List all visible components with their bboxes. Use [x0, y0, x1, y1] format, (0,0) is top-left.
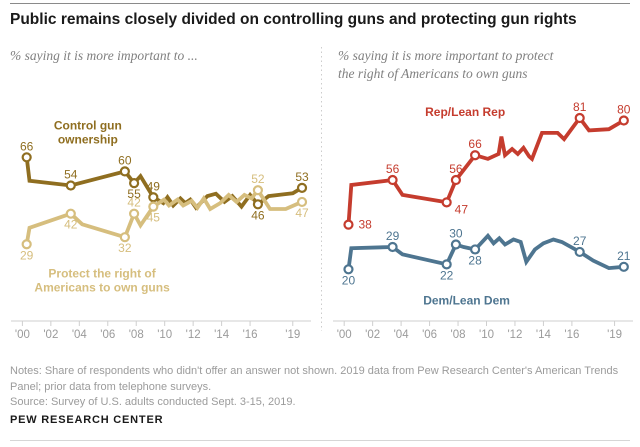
data-point-marker-rep-lean-rep	[450, 174, 462, 186]
data-point-label-control-gun-ownership: 60	[118, 153, 132, 167]
data-point-label-dem-lean-dem: 21	[617, 249, 631, 263]
x-axis-tick-label: '19	[607, 329, 622, 341]
data-point-marker-control-gun-ownership	[252, 199, 264, 210]
left-subtitle-line: % saying it is more important to ...	[10, 48, 198, 63]
notes-line-2: Panel; prior data from telephone surveys…	[10, 380, 212, 393]
data-point-marker-dem-lean-dem	[450, 239, 462, 250]
data-point-label-control-gun-ownership: 54	[64, 168, 78, 182]
data-point-label-dem-lean-dem: 22	[440, 268, 454, 282]
data-point-marker-protect-the-right-of-americans-to-own-guns	[296, 196, 308, 208]
chart-panel-left: '00 '02 '04 '06 '08 '10 '12 '14 '16 '19 66 54 60 55 49…	[11, 119, 311, 341]
data-point-label-dem-lean-dem: 28	[468, 253, 482, 267]
chart-notes: Notes: Share of respondents who didn't o…	[10, 364, 634, 395]
data-point-marker-rep-lean-rep	[618, 115, 629, 126]
data-point-marker-rep-lean-rep	[387, 174, 398, 186]
x-axis-tick-label: '16	[243, 329, 258, 341]
left-panel-subtitle: % saying it is more important to ...	[10, 47, 310, 65]
data-point-label-dem-lean-dem: 20	[342, 273, 356, 287]
data-point-marker-protect-the-right-of-americans-to-own-guns	[148, 201, 159, 212]
x-axis-tick-label: '14	[536, 329, 552, 341]
data-point-label-rep-lean-rep: 80	[617, 103, 631, 117]
x-axis-tick-label: '16	[564, 329, 579, 341]
data-point-label-protect-the-right-of-americans-to-own-guns: 32	[118, 241, 132, 255]
data-point-marker-rep-lean-rep	[574, 112, 585, 124]
data-point-label-rep-lean-rep: 81	[573, 100, 587, 114]
series-name-label-rep-lean-rep: Rep/Lean Rep	[425, 105, 505, 119]
data-point-label-protect-the-right-of-americans-to-own-guns: 45	[147, 211, 161, 225]
data-point-label-rep-lean-rep: 56	[449, 162, 463, 176]
data-point-marker-rep-lean-rep	[343, 219, 354, 230]
top-rule	[10, 3, 630, 4]
data-point-label-control-gun-ownership: 53	[295, 170, 309, 184]
data-point-marker-control-gun-ownership	[119, 166, 130, 177]
x-axis-tick-label: '10	[479, 329, 494, 341]
data-point-label-control-gun-ownership: 49	[147, 179, 161, 193]
x-axis-tick-label: '06	[100, 329, 115, 341]
data-point-marker-dem-lean-dem	[574, 246, 585, 258]
data-point-label-dem-lean-dem: 27	[573, 234, 587, 248]
data-point-marker-dem-lean-dem	[618, 261, 629, 272]
data-point-marker-protect-the-right-of-americans-to-own-guns	[129, 208, 140, 219]
chart-title: Public remains closely divided on contro…	[10, 11, 577, 28]
x-axis-tick-label: '02	[43, 329, 58, 341]
data-point-label-protect-the-right-of-americans-to-own-guns: 42	[64, 218, 78, 232]
data-point-marker-dem-lean-dem	[387, 241, 398, 253]
data-point-label-rep-lean-rep: 38	[358, 218, 372, 232]
data-point-label-control-gun-ownership: 66	[20, 139, 34, 153]
x-axis-tick-label: '00	[15, 329, 30, 341]
notes-line-1: Notes: Share of respondents who didn't o…	[10, 365, 619, 377]
data-point-label-dem-lean-dem: 30	[449, 227, 463, 241]
right-subtitle-line-1: % saying it is more important to protect	[338, 48, 554, 63]
x-axis-tick-label: '12	[186, 329, 201, 341]
data-point-label-control-gun-ownership: 46	[251, 208, 265, 222]
data-point-marker-control-gun-ownership	[21, 152, 32, 163]
series-name-label-dem-lean-dem: Dem/Lean Dem	[423, 293, 510, 307]
x-axis-tick-label: '08	[129, 329, 144, 341]
x-axis-tick-label: '00	[337, 329, 352, 341]
x-axis-tick-label: '04	[72, 329, 88, 341]
data-point-label-protect-the-right-of-americans-to-own-guns: 52	[251, 172, 265, 186]
chart-source: Source: Survey of U.S. adults conducted …	[10, 396, 296, 408]
series-name-label-protect-the-right-of-americans-to-own-guns: Protect the right of Americans to own gun…	[34, 267, 170, 295]
data-point-marker-control-gun-ownership	[65, 180, 76, 191]
data-point-marker-control-gun-ownership	[129, 178, 140, 189]
series-line-dem-lean-dem	[346, 232, 624, 271]
data-point-marker-control-gun-ownership	[148, 192, 159, 203]
x-axis-tick-label: '14	[214, 329, 230, 341]
data-point-marker-protect-the-right-of-americans-to-own-guns	[252, 185, 264, 196]
series-name-label-control-gun-ownership: Control gun ownership	[54, 119, 122, 147]
data-point-marker-dem-lean-dem	[441, 259, 452, 270]
series-line-rep-lean-rep	[346, 114, 625, 225]
data-point-label-protect-the-right-of-americans-to-own-guns: 29	[20, 248, 34, 262]
right-panel-subtitle: % saying it is more important to protect…	[338, 47, 628, 83]
data-point-marker-rep-lean-rep	[470, 150, 481, 161]
data-point-label-control-gun-ownership: 55	[127, 187, 141, 201]
data-point-label-rep-lean-rep: 66	[468, 137, 482, 151]
data-point-label-protect-the-right-of-americans-to-own-guns: 47	[295, 206, 309, 220]
x-axis-tick-label: '08	[451, 329, 466, 341]
data-point-label-rep-lean-rep: 47	[455, 202, 469, 216]
x-axis-tick-label: '04	[394, 329, 410, 341]
x-axis-tick-label: '06	[422, 329, 437, 341]
data-point-marker-dem-lean-dem	[343, 264, 354, 275]
data-point-marker-protect-the-right-of-americans-to-own-guns	[65, 208, 76, 219]
data-point-marker-rep-lean-rep	[441, 197, 452, 208]
data-point-marker-control-gun-ownership	[296, 182, 308, 193]
data-point-label-protect-the-right-of-americans-to-own-guns: 42	[127, 196, 141, 210]
data-point-label-rep-lean-rep: 56	[386, 162, 400, 176]
data-point-label-dem-lean-dem: 29	[386, 229, 400, 243]
data-point-marker-dem-lean-dem	[470, 244, 481, 255]
x-axis-tick-label: '19	[285, 329, 300, 341]
data-point-marker-protect-the-right-of-americans-to-own-guns	[119, 232, 130, 243]
chart-panel-right: '00 '02 '04 '06 '08 '10 '12 '14 '16 '19 38 56 47 56 66…	[333, 100, 633, 341]
x-axis-tick-label: '02	[365, 329, 380, 341]
pew-research-center-wordmark: PEW RESEARCH CENTER	[10, 414, 164, 426]
x-axis-tick-label: '10	[157, 329, 172, 341]
x-axis-tick-label: '12	[507, 329, 522, 341]
data-point-marker-protect-the-right-of-americans-to-own-guns	[21, 239, 32, 250]
bottom-rule	[10, 440, 630, 441]
right-subtitle-line-2: the right of Americans to own guns	[338, 66, 528, 81]
